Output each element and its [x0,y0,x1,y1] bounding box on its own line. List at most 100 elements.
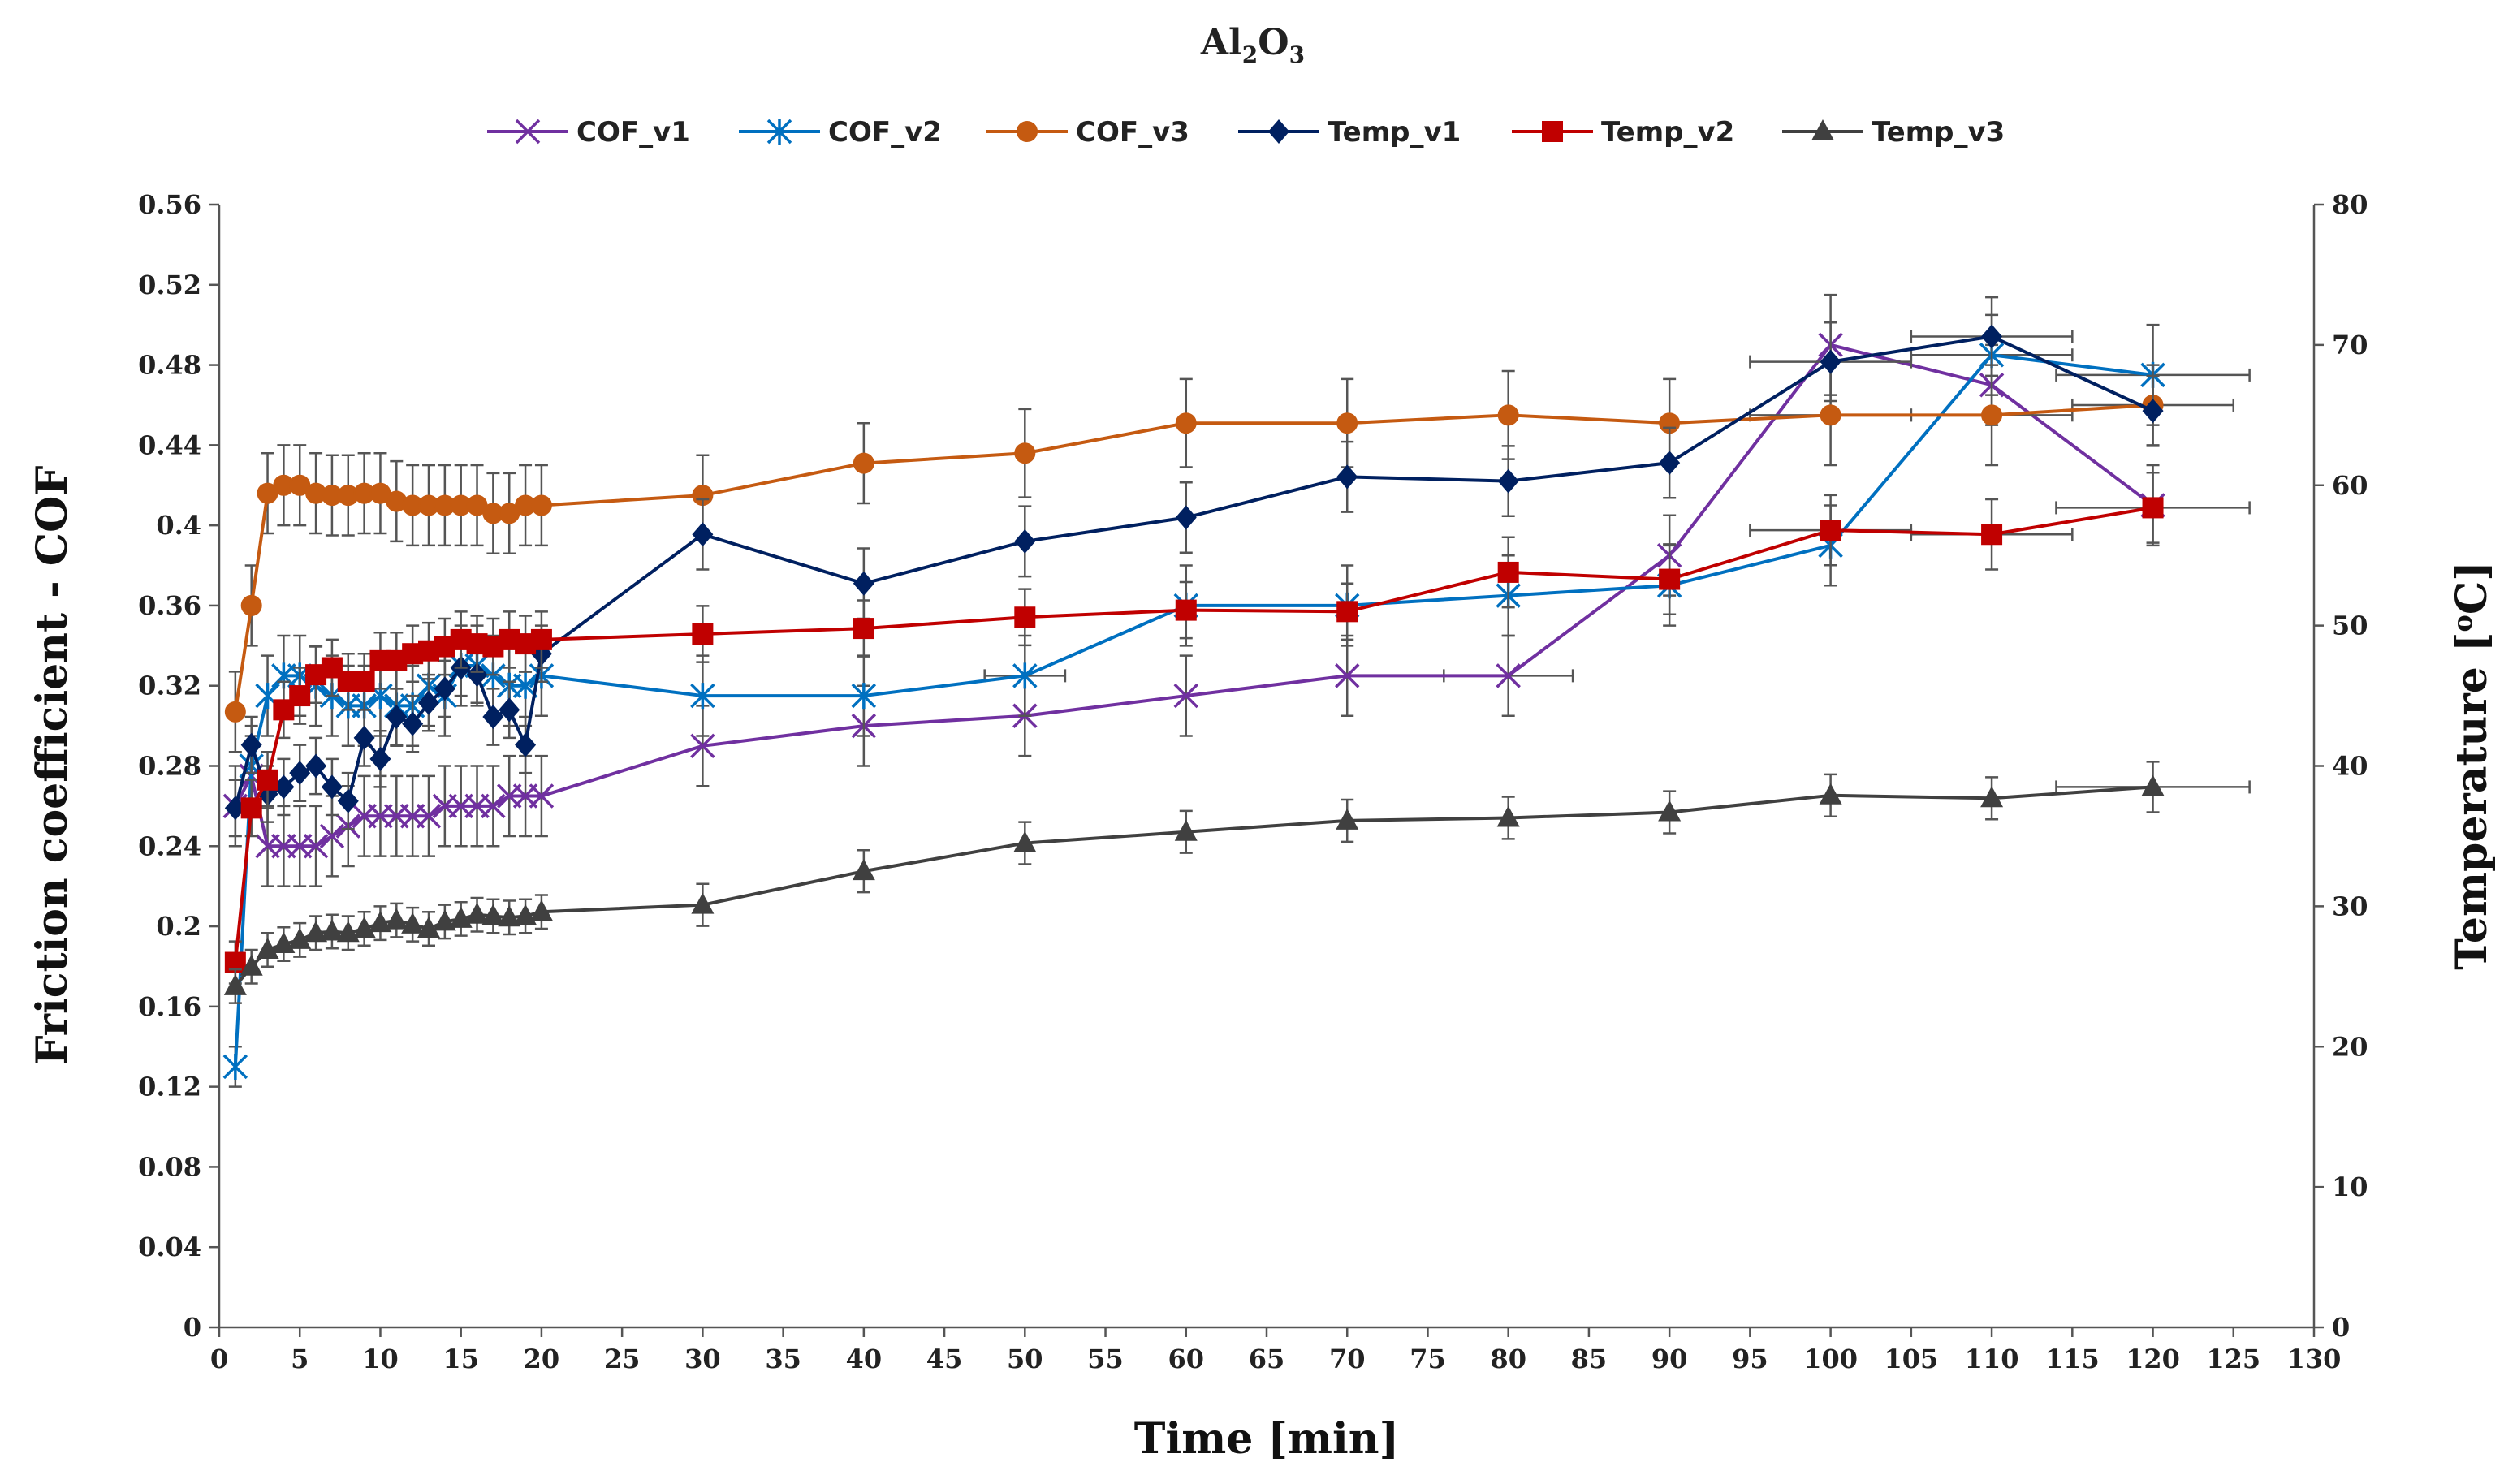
legend-marker-temp-v1 [1268,119,1289,144]
data-point-temp-v1 [692,522,714,547]
data-point-temp-v3 [433,909,456,931]
x-tick-label: 15 [443,1344,479,1374]
x-tick-label: 55 [1087,1344,1124,1374]
x-axis-title: Time [min] [1134,1414,1399,1464]
data-point-temp-v1 [515,732,537,757]
data-point-temp-v2 [353,671,375,692]
left-y-tick-label: 0.32 [138,671,201,701]
left-y-tick-label: 0.56 [138,189,201,220]
x-tick-label: 40 [846,1344,883,1374]
data-point-temp-v2 [1820,520,1841,541]
data-point-temp-v3 [288,927,312,949]
data-point-temp-v1 [337,788,359,813]
data-point-cof-v3 [1014,442,1036,464]
left-y-tick-label: 0.52 [138,270,201,300]
left-y-tick-label: 0.28 [138,751,201,782]
legend-item-temp-v1: Temp_v1 [1238,116,1461,149]
chart-title-al: Al [1200,22,1242,63]
data-point-temp-v1 [1659,451,1681,476]
series-temp-v3-points [223,774,2165,995]
x-tick-label: 110 [1965,1344,2019,1374]
x-tick-label: 75 [1410,1344,1446,1374]
x-tick-label: 35 [765,1344,801,1374]
legend-label-temp-v2: Temp_v2 [1601,116,1734,149]
data-point-temp-v2 [530,628,552,650]
data-point-temp-v1 [482,704,504,729]
x-tick-label: 130 [2287,1344,2342,1374]
left-y-tick-label: 0.4 [156,510,201,541]
series-cof-v1-line [234,343,2154,848]
data-point-temp-v3 [223,973,247,995]
chart-title-sub-1: 2 [1242,41,1258,68]
series-temp-v1-points [224,324,2164,821]
data-point-cof-v3 [530,494,552,516]
data-point-cof-v1 [1334,663,1360,688]
data-point-temp-v1 [305,753,327,779]
data-point-temp-v3 [369,911,392,933]
data-point-temp-v3 [2141,774,2165,796]
data-point-temp-v1 [1014,528,1036,554]
data-point-temp-v2 [1497,561,1519,583]
x-tick-label: 50 [1007,1344,1043,1374]
right-y-tick-label: 40 [2332,751,2368,782]
legend: COF_v1 COF_v2 COF_v3 Temp_v1 Temp_v2 Temp_v3 [487,116,2005,149]
data-point-temp-v1 [1497,468,1519,494]
data-point-cof-v3 [1497,404,1519,426]
x-tick-label: 100 [1803,1344,1858,1374]
x-tick-label: 10 [362,1344,399,1374]
series-temp-v1 [224,296,2164,838]
x-tick-label: 80 [1490,1344,1526,1374]
data-point-temp-v3 [1980,786,2004,808]
legend-marker-temp-v2 [1542,121,1563,142]
data-point-cof-v1 [1173,683,1199,709]
right-y-tick-label: 0 [2332,1312,2350,1343]
data-point-temp-v2 [240,797,262,819]
data-point-cof-v2 [222,1053,248,1080]
legend-label-cof-v3: COF_v3 [1076,116,1189,149]
legend-label-temp-v1: Temp_v1 [1328,116,1461,149]
left-y-tick-label: 0.36 [138,590,201,621]
legend-item-cof-v3: COF_v3 [986,116,1189,149]
data-point-temp-v1 [321,774,343,800]
data-point-temp-v3 [852,859,875,881]
data-point-cof-v1 [319,823,345,849]
left-y-tick-label: 0.48 [138,350,201,381]
data-point-temp-v2 [2142,497,2164,519]
data-point-temp-v1 [1981,324,2003,349]
left-y-tick-label: 0.08 [138,1151,201,1182]
left-y-tick-label: 0.2 [156,911,201,942]
left-y-tick-label: 0.44 [138,429,201,460]
data-point-temp-v3 [256,937,279,959]
data-point-temp-v3 [1336,808,1359,830]
x-tick-label: 115 [2045,1344,2100,1374]
data-point-temp-v1 [1175,505,1197,530]
right-y-axis-title-suffix: C] [2447,561,2497,615]
right-y-tick-label: 50 [2332,610,2368,641]
data-point-cof-v1 [416,804,442,829]
data-point-temp-v1 [418,690,439,715]
data-point-cof-v3 [853,452,874,474]
data-point-temp-v2 [1175,599,1197,621]
right-y-tick-label: 20 [2332,1031,2368,1062]
data-point-cof-v1 [690,733,715,759]
data-point-cof-v3 [224,701,246,723]
data-point-cof-v1 [529,783,555,809]
data-point-temp-v1 [402,711,424,736]
left-y-tick-label: 0.24 [138,830,201,861]
data-point-temp-v1 [499,697,520,723]
data-point-temp-v1 [2142,399,2164,424]
x-tick-label: 90 [1651,1344,1688,1374]
data-point-temp-v1 [240,732,262,757]
right-y-axis-ticks: 0 10 20 30 40 50 60 70 80 [2314,189,2368,1343]
left-y-axis-title: Friction coefficient - COF [28,466,77,1066]
chart-title: Al2O3 [1200,22,1305,68]
right-y-tick-label: 60 [2332,470,2368,501]
x-tick-label: 30 [684,1344,721,1374]
chart-title-o: O [1258,22,1289,63]
data-point-temp-v3 [320,919,343,941]
right-y-tick-label: 30 [2332,891,2368,921]
data-point-temp-v3 [401,912,425,934]
data-point-temp-v1 [224,796,246,821]
